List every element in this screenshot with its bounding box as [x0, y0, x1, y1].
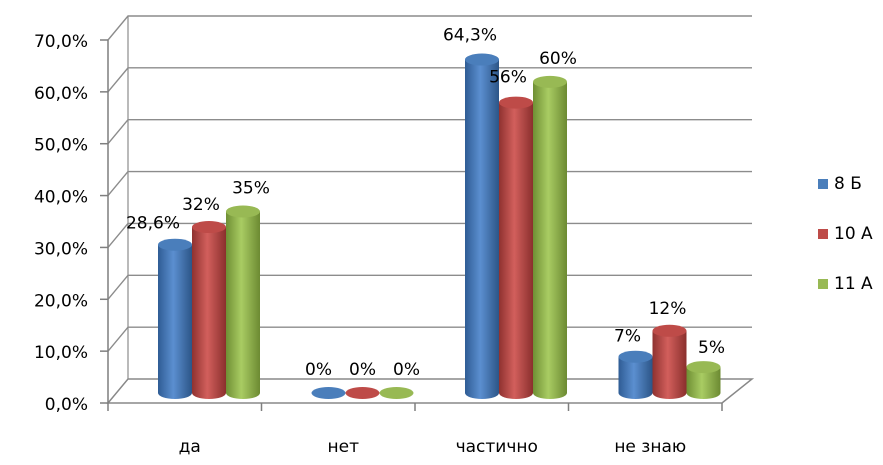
legend-swatch: [818, 179, 828, 189]
bar: [379, 387, 414, 399]
bar-top: [226, 205, 260, 218]
x-tick-label: частично: [456, 437, 538, 457]
bar-top: [533, 75, 567, 88]
data-label: 0%: [305, 360, 332, 380]
legend: 8 Б 10 А 11 А: [818, 174, 873, 294]
data-label: 7%: [614, 327, 641, 347]
data-label: 32%: [182, 195, 220, 215]
x-tick-label: не знаю: [614, 437, 686, 457]
legend-label: 10 А: [834, 224, 873, 244]
data-label: 0%: [393, 360, 420, 380]
bar-top: [618, 350, 653, 363]
data-label: 60%: [539, 49, 577, 69]
y-tick-label: 20,0%: [34, 291, 88, 311]
bar: [618, 350, 653, 399]
bar-body: [158, 244, 192, 399]
bar: [686, 361, 721, 399]
bar-top: [652, 324, 687, 337]
bar-top: [158, 238, 192, 251]
data-label: 35%: [232, 179, 270, 199]
data-labels: 28,6% 0% 64,3% 7% 32% 0% 56% 12% 35% 0% 60% 5%: [126, 26, 725, 380]
y-tick-label: 30,0%: [34, 239, 88, 259]
legend-swatch: [818, 229, 828, 239]
bar: [311, 387, 346, 399]
data-label: 5%: [698, 338, 725, 358]
back-wall: [128, 16, 742, 379]
bar: [226, 205, 260, 399]
bar-top: [499, 96, 533, 109]
y-tick-label: 10,0%: [34, 343, 88, 363]
bar-top: [311, 387, 346, 399]
x-tick-label: нет: [328, 437, 360, 457]
bars: [158, 53, 721, 400]
x-tick-label: да: [179, 437, 201, 457]
bar: [192, 221, 226, 399]
data-label: 12%: [649, 299, 687, 319]
bar-body: [533, 81, 567, 399]
bar: [652, 324, 687, 399]
bar-top: [465, 53, 499, 66]
y-tick-label: 70,0%: [34, 32, 88, 52]
bar-top: [192, 221, 226, 234]
y-tick-label: 60,0%: [34, 84, 88, 104]
data-label: 0%: [349, 360, 376, 380]
y-tick-label: 0,0%: [45, 395, 88, 415]
plot-walls: [106, 16, 755, 404]
bar-body: [499, 102, 533, 399]
floor: [106, 378, 755, 404]
bar-body: [686, 367, 721, 399]
y-tick-label: 50,0%: [34, 136, 88, 156]
bar-body: [465, 59, 499, 400]
bar-body: [618, 356, 653, 399]
bar: [345, 387, 380, 399]
bar: [533, 75, 567, 399]
bar-top: [379, 387, 414, 399]
y-tick-label: 40,0%: [34, 188, 88, 208]
axes: 0,0% 10,0% 20,0% 30,0% 40,0% 50,0% 60,0% 70,0% д…: [34, 16, 723, 457]
bar-top: [345, 387, 380, 399]
data-label: 28,6%: [126, 214, 180, 234]
bar-body: [226, 211, 260, 399]
legend-label: 11 А: [834, 274, 873, 294]
legend-label: 8 Б: [834, 174, 862, 194]
bar: [465, 53, 499, 400]
bar-body: [192, 227, 226, 399]
bar: [158, 238, 192, 399]
data-label: 56%: [489, 68, 527, 88]
legend-swatch: [818, 279, 828, 289]
bar: [499, 96, 533, 399]
data-label: 64,3%: [443, 26, 497, 46]
bar-top: [686, 361, 721, 374]
bar-body: [652, 330, 687, 399]
